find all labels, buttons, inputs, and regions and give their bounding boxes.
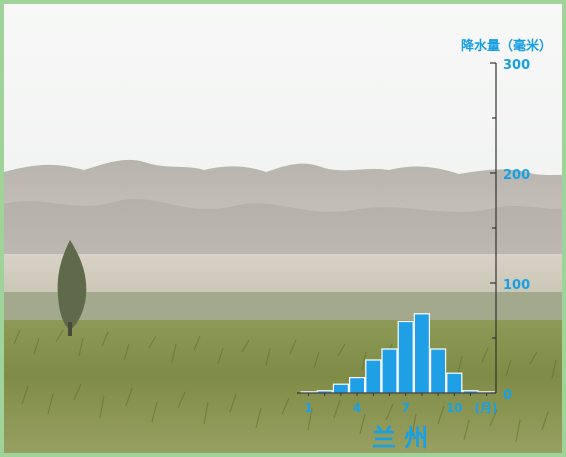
labels-group: 0 100 200 300 1 4 7 10 (月) 降水量（毫米） 兰 州: [304, 38, 552, 452]
bar-10: [446, 372, 463, 394]
bar-9: [430, 348, 447, 394]
bar-6: [381, 348, 398, 394]
mountain-shadow: [4, 198, 562, 254]
y-axis-label: 降水量（毫米）: [461, 38, 552, 54]
x-tick-label-7: 7: [402, 401, 410, 415]
tree-trunk: [68, 322, 72, 336]
y-tick-label-0: 0: [503, 388, 512, 403]
crop-field: [4, 320, 562, 453]
x-tick-label-10: 10: [446, 401, 463, 415]
bar-5: [365, 359, 382, 394]
y-tick-label-200: 200: [503, 168, 530, 183]
bar-8: [413, 313, 430, 394]
bar-3: [332, 383, 349, 394]
landscape-photo: [4, 4, 562, 453]
y-tick-label-300: 300: [503, 58, 530, 73]
poplar-tree: [57, 240, 87, 330]
city-label: 兰 州: [372, 424, 428, 452]
x-tick-label-4: 4: [353, 401, 361, 415]
x-unit-label: (月): [475, 401, 498, 415]
bar-4: [349, 377, 366, 394]
precipitation-chart: 0 100 200 300 1 4 7 10 (月) 降水量（毫米） 兰 州: [297, 38, 552, 452]
axes-group: [297, 62, 497, 396]
y-tick-label-100: 100: [503, 278, 530, 293]
x-tick-label-1: 1: [304, 401, 312, 415]
bars-group: [300, 313, 495, 394]
bar-7: [397, 320, 414, 394]
